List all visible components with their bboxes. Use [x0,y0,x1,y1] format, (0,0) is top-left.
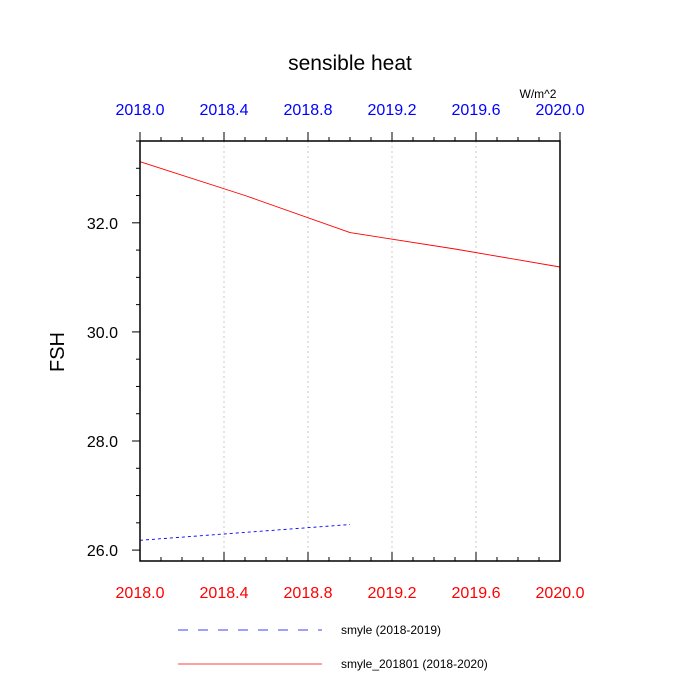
x-tick-label-top: 2018.0 [116,102,165,119]
series-line-1 [139,161,561,268]
x-tick-label-top: 2019.2 [368,102,417,119]
x-tick-label-top: 2019.6 [452,102,501,119]
y-tick-label: 28.0 [87,434,118,451]
x-tick-label-bottom: 2018.8 [284,585,333,602]
units-label: W/m^2 [520,87,557,101]
x-tick-label-bottom: 2019.2 [368,585,417,602]
legend-label-smyle-201801: smyle_201801 (2018-2020) [341,657,488,671]
series-layer [139,161,561,541]
y-tick-label: 26.0 [87,543,118,560]
tick-labels: 2018.0 2018.0 2018.4 2018.4 2018.8 2018.8 2019… [87,102,585,602]
x-tick-label-bottom: 2018.4 [200,585,249,602]
x-tick-label-bottom: 2018.0 [116,585,165,602]
x-tick-label-bottom: 2020.0 [536,585,585,602]
x-tick-label-bottom: 2019.6 [452,585,501,602]
x-tick-label-top: 2020.0 [536,102,585,119]
legend: smyle (2018-2019) smyle_201801 (2018-202… [178,623,488,671]
y-tick-label: 32.0 [87,216,118,233]
x-tick-label-top: 2018.8 [284,102,333,119]
legend-label-smyle: smyle (2018-2019) [341,623,441,637]
x-tick-label-top: 2018.4 [200,102,249,119]
ticks [132,132,561,561]
y-axis-label: FSH [47,332,69,372]
grid [223,141,477,561]
chart-title: sensible heat [288,52,412,75]
series-line-0 [139,524,351,541]
y-tick-label: 30.0 [87,325,118,342]
plot-frame [139,140,561,562]
